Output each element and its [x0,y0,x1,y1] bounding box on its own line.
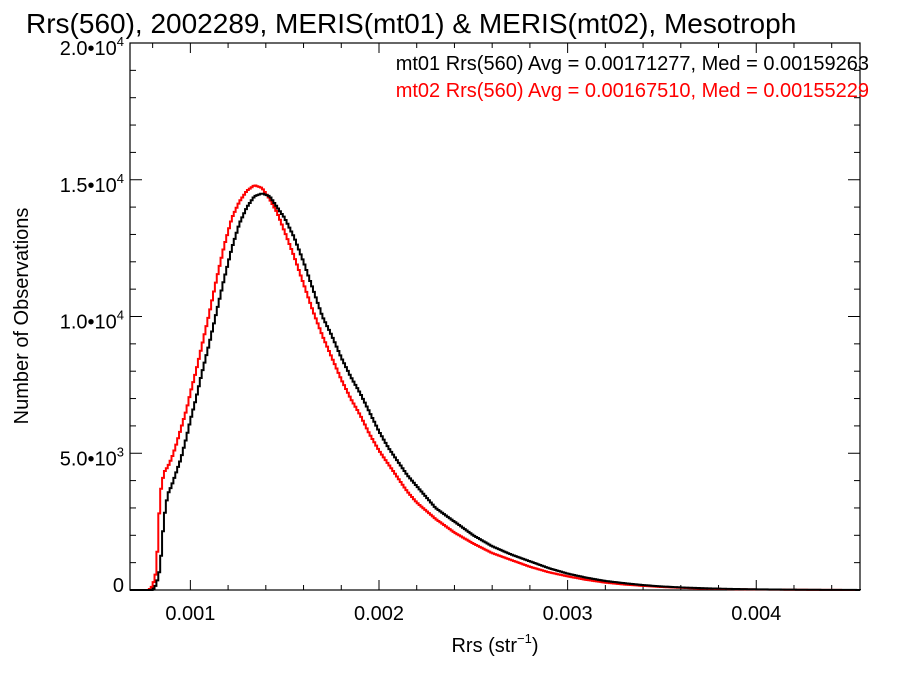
y-tick-mantissa: 0 [113,575,124,597]
y-tick-exponent: 4 [117,308,124,323]
x-tick-label: 0.003 [543,603,593,625]
legend-mt01-stats: mt01 Rrs(560) Avg = 0.00171277, Med = 0.… [396,53,869,75]
y-tick-label: 1.0•104 [60,308,124,334]
chart-title: Rrs(560), 2002289, MERIS(mt01) & MERIS(m… [26,8,796,39]
plot-border [129,42,861,591]
x-axis-label-superscript: −1 [517,631,532,646]
x-axis-label-text: Rrs (str [451,635,517,657]
x-tick-label: 0.001 [165,603,215,625]
y-tick-label: 1.5•104 [60,171,124,197]
y-tick-mantissa: 1.5•10 [60,175,117,197]
series-line-mt01 [130,192,861,591]
y-tick-exponent: 4 [117,171,124,186]
y-tick-mantissa: 2.0•10 [60,38,117,60]
x-axis-label: Rrs (str−1) [451,631,538,657]
x-axis-label-close: ) [532,635,539,657]
legend-mt02-stats: mt02 Rrs(560) Avg = 0.00167510, Med = 0.… [396,80,869,102]
y-tick-mantissa: 1.0•10 [60,312,117,334]
series-layer [130,184,861,591]
y-tick-exponent: 3 [117,444,124,459]
y-tick-exponent: 4 [117,34,124,49]
x-axis-ticks: 0.001 0.002 0.003 0.004 [152,43,833,625]
y-tick-mantissa: 5.0•10 [60,448,117,470]
y-tick-label: 5.0•103 [60,444,124,470]
x-tick-label: 0.002 [354,603,404,625]
y-axis-label: Number of Observations [11,208,33,425]
y-tick-label: 2.0•104 [60,34,124,60]
series-line-mt02 [130,184,860,591]
x-tick-label: 0.004 [731,603,781,625]
y-tick-label: 0 [113,575,124,597]
plot-frame [129,42,861,591]
